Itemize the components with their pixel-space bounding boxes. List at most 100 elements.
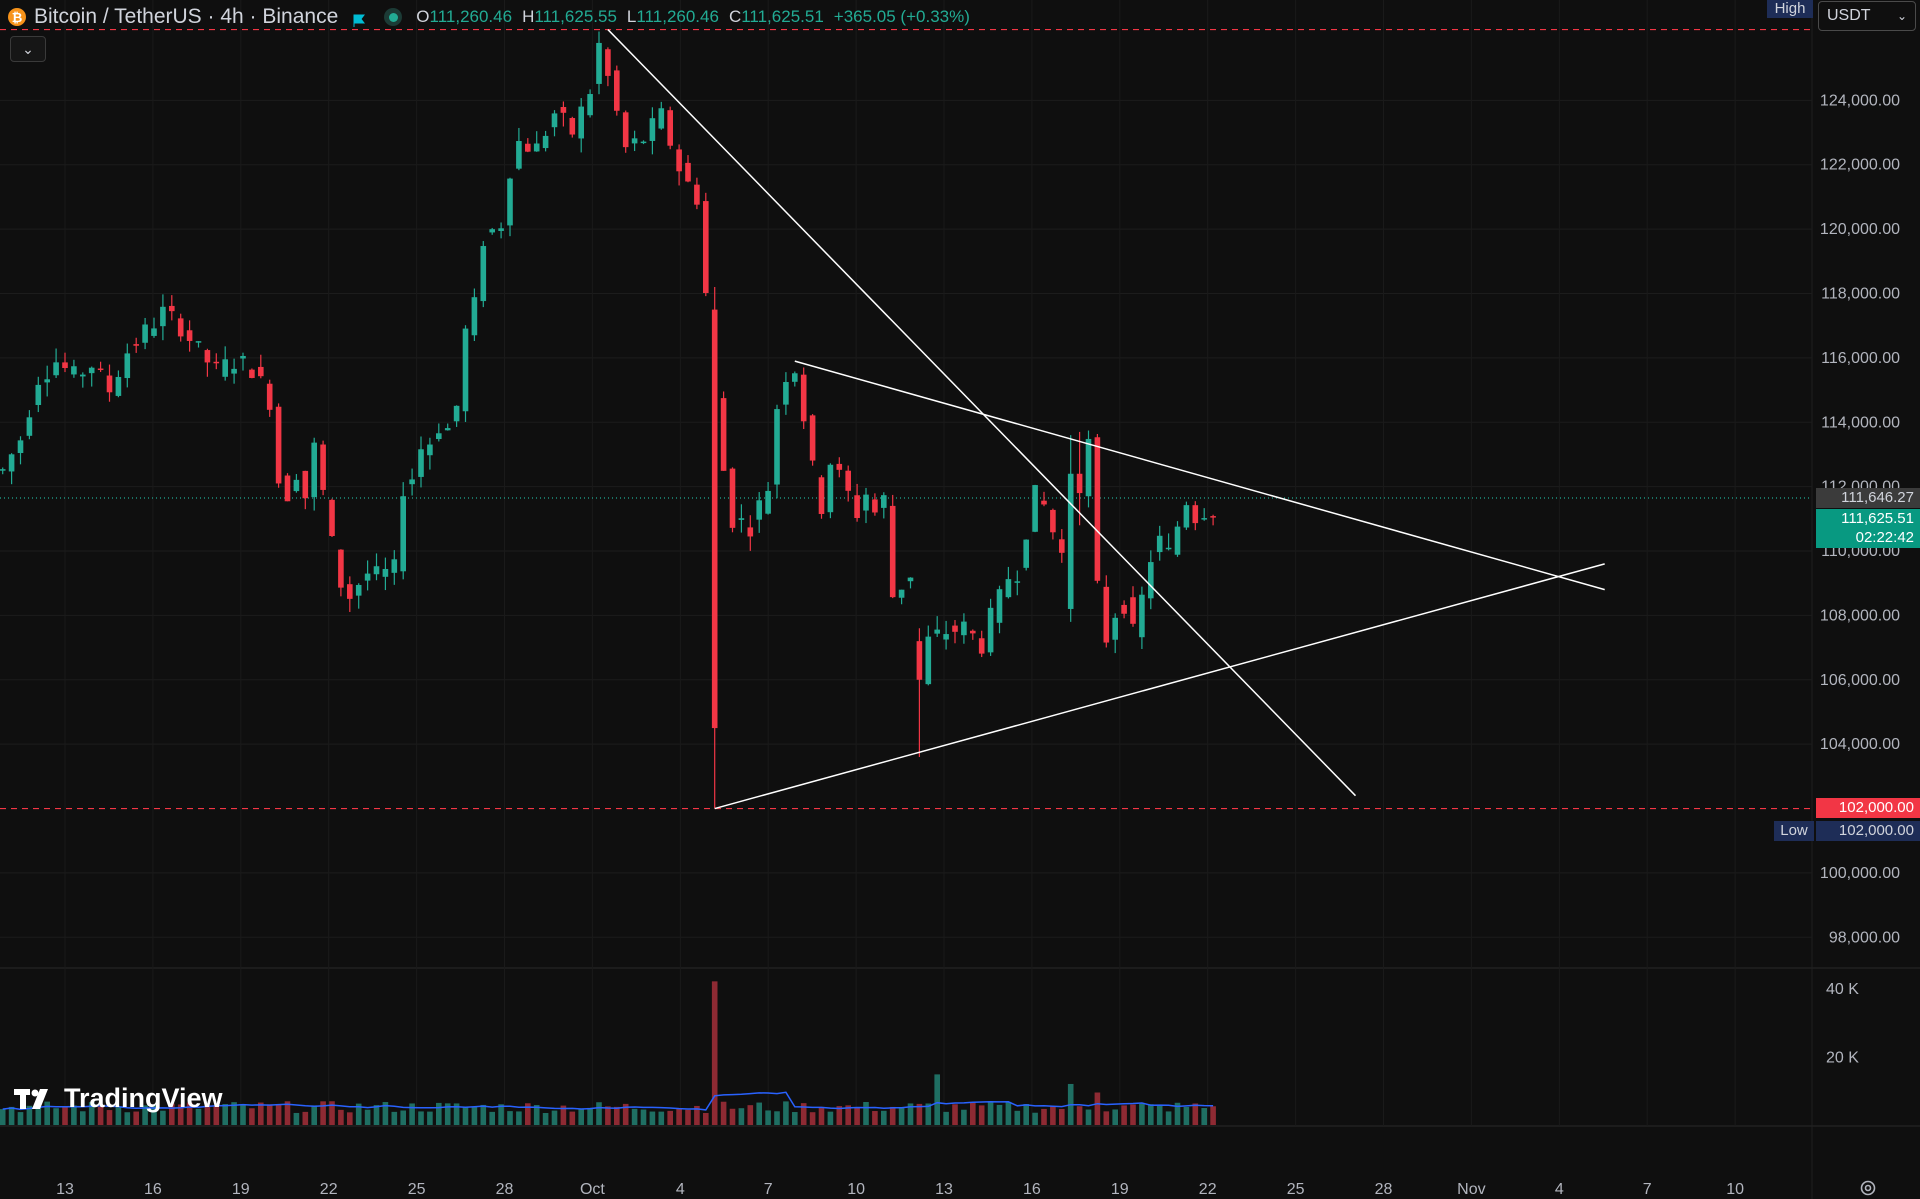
- volume-bar: [1156, 1104, 1163, 1125]
- volume-bar: [213, 1106, 220, 1125]
- close-label: C: [728, 7, 742, 26]
- candle: [560, 101, 567, 127]
- candle: [578, 98, 584, 153]
- candle: [694, 177, 700, 210]
- candle: [533, 131, 540, 152]
- volume-bar: [898, 1108, 905, 1125]
- symbol-title[interactable]: Bitcoin / TetherUS · 4h · Binance: [34, 5, 339, 28]
- candle: [489, 227, 495, 235]
- volume-bar: [952, 1104, 958, 1125]
- x-tick-label: 7: [764, 1181, 773, 1198]
- candle: [427, 437, 433, 470]
- candle: [1023, 539, 1029, 571]
- lower-triangle-line[interactable]: [714, 563, 1605, 810]
- volume-bar: [1139, 1103, 1145, 1125]
- descending-resistance[interactable]: [607, 29, 1357, 797]
- volume-bar: [818, 1108, 825, 1125]
- chevron-down-icon: ⌄: [22, 40, 34, 57]
- candle: [792, 371, 798, 387]
- candle: [177, 313, 184, 342]
- candle: [542, 130, 549, 152]
- volume-bar: [489, 1111, 495, 1125]
- volume-bar: [480, 1104, 487, 1125]
- candle: [827, 463, 834, 519]
- candle: [836, 457, 843, 478]
- x-tick-label: 19: [1111, 1181, 1129, 1198]
- x-tick-label: 28: [1375, 1181, 1393, 1198]
- low-marker-label: Low: [1774, 821, 1814, 841]
- volume-bar: [293, 1112, 300, 1125]
- volume-bar: [1201, 1108, 1207, 1125]
- candle: [311, 437, 317, 511]
- volume-tick-label: 20 K: [1826, 1050, 1859, 1067]
- flag-icon[interactable]: [352, 10, 366, 27]
- volume-bar: [88, 1102, 95, 1125]
- upper-triangle-line[interactable]: [794, 360, 1605, 591]
- candle: [569, 116, 576, 138]
- candle: [685, 155, 691, 183]
- volume-bar: [186, 1102, 193, 1125]
- volume-bar: [320, 1101, 326, 1125]
- candle: [436, 423, 442, 442]
- volume-bar: [266, 1104, 273, 1125]
- candle: [391, 550, 398, 585]
- y-tick-label: 104,000.00: [1820, 736, 1900, 753]
- volume-bar: [667, 1110, 673, 1125]
- y-tick-label: 100,000.00: [1820, 865, 1900, 882]
- volume-bar: [676, 1108, 682, 1125]
- volume-bar: [507, 1111, 513, 1125]
- candle: [996, 585, 1003, 634]
- volume-bar: [427, 1111, 433, 1125]
- candle: [622, 110, 629, 153]
- volume-bar: [35, 1102, 42, 1125]
- candle: [213, 353, 220, 370]
- candle: [738, 504, 745, 533]
- candle: [453, 405, 460, 427]
- volume-bar: [560, 1105, 567, 1125]
- volume-bar: [160, 1110, 166, 1125]
- chevron-down-icon: ⌄: [1896, 9, 1907, 23]
- candle: [898, 589, 905, 605]
- x-tick-label: 22: [320, 1181, 338, 1198]
- volume-bar: [17, 1112, 24, 1125]
- volume-bar: [409, 1103, 415, 1125]
- open-label: O: [416, 7, 430, 26]
- settings-icon[interactable]: [1858, 1178, 1878, 1198]
- candle: [649, 107, 656, 155]
- volume-bar: [382, 1102, 389, 1125]
- candle: [1076, 431, 1083, 526]
- y-tick-label: 106,000.00: [1820, 672, 1900, 689]
- trendlines[interactable]: [607, 29, 1605, 810]
- currency-select[interactable]: USDT ⌄: [1818, 1, 1916, 31]
- x-tick-label: 16: [144, 1181, 162, 1198]
- volume-bar: [142, 1105, 148, 1125]
- volume-bar: [62, 1107, 68, 1125]
- candle: [1067, 435, 1074, 622]
- candle: [347, 576, 353, 612]
- candle: [978, 630, 985, 658]
- volume-bar: [720, 1101, 727, 1125]
- volume-bar: [106, 1110, 113, 1125]
- x-tick-label: Nov: [1457, 1181, 1485, 1198]
- x-tick-label: 10: [847, 1181, 865, 1198]
- candle: [258, 354, 264, 379]
- volume-bar: [961, 1109, 967, 1125]
- volume-bar: [436, 1102, 442, 1125]
- volume-bar: [649, 1111, 656, 1125]
- candle: [934, 616, 940, 637]
- volume-bar: [978, 1105, 985, 1125]
- support-price-tag: 102,000.00: [1816, 798, 1920, 818]
- candle: [8, 453, 15, 485]
- low-value: 111,260.46: [636, 7, 719, 26]
- tradingview-logo[interactable]: TradingView: [14, 1083, 223, 1114]
- volume-bar: [872, 1111, 878, 1125]
- candle: [863, 487, 869, 524]
- x-tick-label: 25: [1287, 1181, 1305, 1198]
- volume-bar: [756, 1102, 762, 1125]
- candle: [1059, 529, 1065, 563]
- candle: [747, 515, 754, 551]
- collapse-legend-button[interactable]: ⌄: [10, 36, 46, 62]
- candle: [169, 295, 175, 321]
- candle: [498, 222, 504, 239]
